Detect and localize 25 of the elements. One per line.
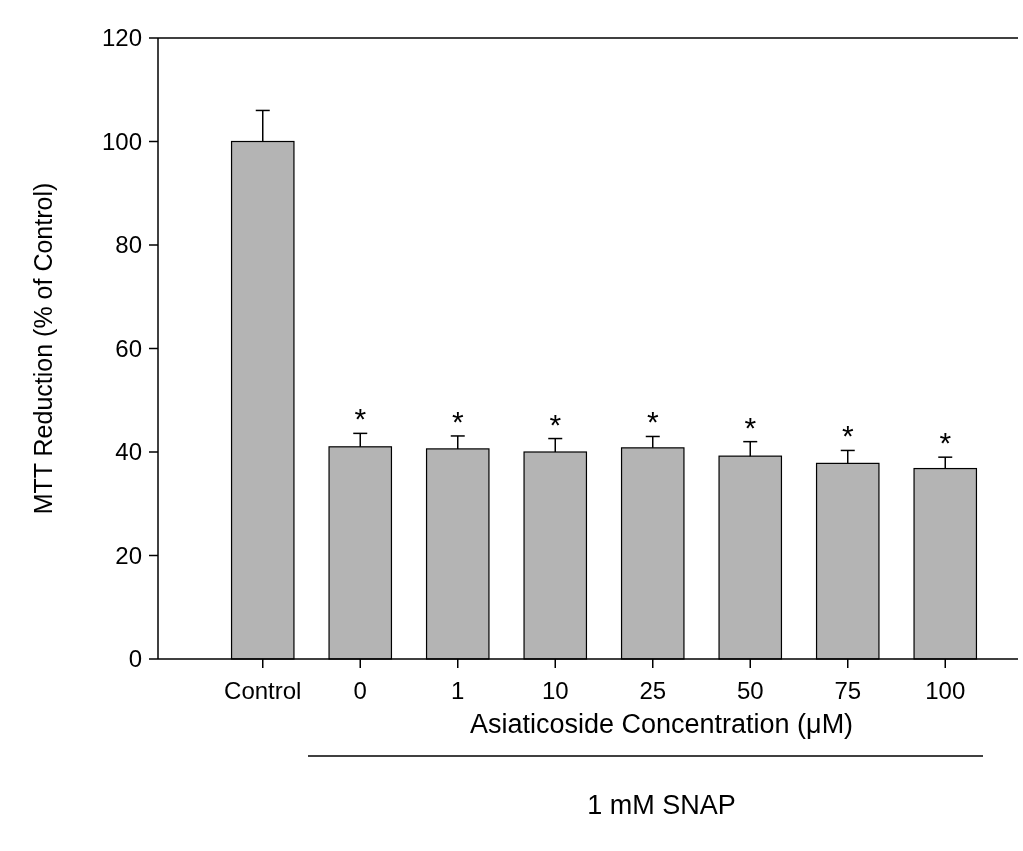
x-tick-label: 1 xyxy=(451,677,465,704)
x-tick-label: 50 xyxy=(736,677,764,704)
data-label: * xyxy=(549,407,562,441)
data-label: * xyxy=(451,404,464,438)
x-tick-label: 10 xyxy=(541,677,569,704)
y-tick-label: 40 xyxy=(115,438,142,466)
x-tick-label: Control xyxy=(224,677,302,704)
x-tick-label: 25 xyxy=(639,677,667,704)
data-label: * xyxy=(744,410,757,444)
y-tick-label: 20 xyxy=(115,541,142,569)
data-label: * xyxy=(939,426,952,460)
y-tick-label: 80 xyxy=(115,231,142,259)
x-tick-label: 0 xyxy=(353,677,367,704)
data-label: * xyxy=(646,405,659,439)
x-tick-label: 100 xyxy=(925,677,966,704)
y-tick-label: 60 xyxy=(115,334,142,362)
data-label: * xyxy=(354,402,367,436)
y-tick-label: 120 xyxy=(101,24,142,52)
data-label: * xyxy=(841,419,854,453)
x-tick-label: 75 xyxy=(834,677,862,704)
y-tick-label: 100 xyxy=(101,127,142,155)
text: 1 mM SNAP xyxy=(587,790,736,820)
x-axis-title: Asiaticoside Concentration (μM) xyxy=(469,709,854,739)
y-tick-label: 0 xyxy=(128,645,142,673)
y-axis-title: MTT Reduction (% of Control) xyxy=(29,182,57,515)
